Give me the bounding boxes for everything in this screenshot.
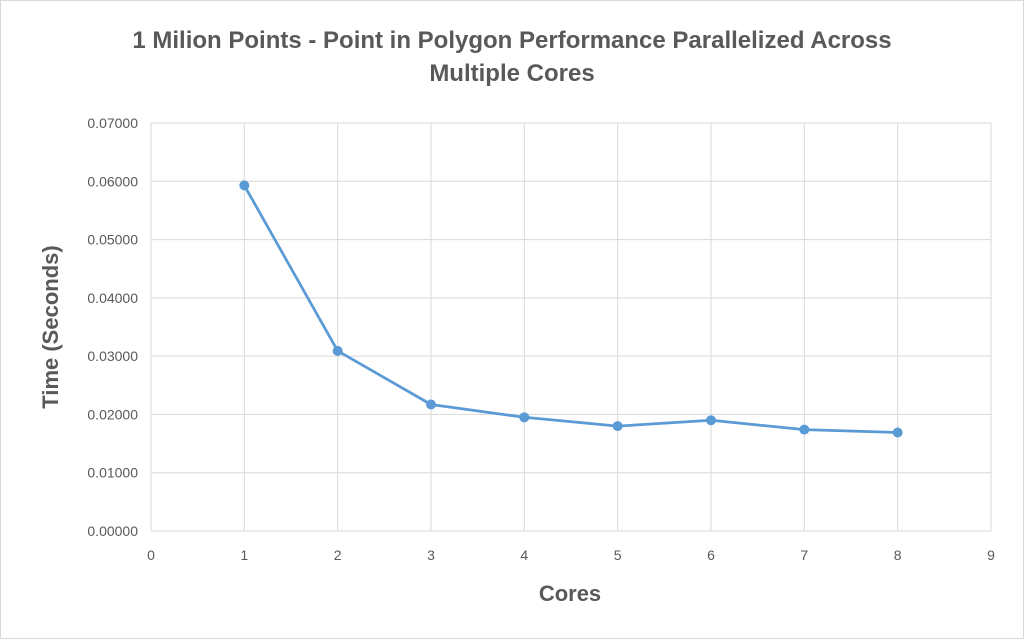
y-tick-label: 0.00000 bbox=[87, 523, 138, 539]
x-tick-label: 5 bbox=[614, 547, 622, 563]
data-point bbox=[612, 421, 623, 432]
data-point bbox=[332, 345, 343, 356]
y-tick-label: 0.02000 bbox=[87, 406, 138, 422]
y-tick-label: 0.04000 bbox=[87, 290, 138, 306]
series-layer bbox=[239, 180, 903, 438]
data-point bbox=[799, 424, 810, 435]
grid-layer bbox=[150, 122, 992, 532]
data-point bbox=[892, 427, 903, 438]
tick-label-layer: 0.00000 0.01000 0.02000 0.03000 0.04000 0.050… bbox=[87, 115, 995, 563]
chart-title-line-2: Multiple Cores bbox=[429, 60, 595, 87]
y-tick-label: 0.06000 bbox=[87, 173, 138, 189]
chart-title: 1 Milion Points - Point in Polygon Perfo… bbox=[0, 24, 1024, 90]
x-tick-label: 3 bbox=[427, 547, 435, 563]
data-point bbox=[426, 399, 436, 410]
y-tick-label: 0.07000 bbox=[87, 115, 138, 131]
x-tick-label: 4 bbox=[520, 547, 528, 563]
x-axis-title: Cores bbox=[539, 581, 601, 606]
y-tick-label: 0.03000 bbox=[87, 348, 138, 364]
y-tick-label: 0.05000 bbox=[87, 232, 138, 248]
data-point bbox=[706, 415, 716, 426]
x-tick-label: 0 bbox=[147, 547, 155, 563]
x-tick-label: 9 bbox=[987, 547, 995, 563]
series-line bbox=[242, 184, 900, 434]
y-tick-label: 0.01000 bbox=[87, 465, 138, 481]
data-point bbox=[519, 412, 530, 423]
chart-title-line-1: 1 Milion Points - Point in Polygon Perfo… bbox=[132, 27, 892, 54]
y-axis-title: Time (Seconds) bbox=[38, 245, 63, 408]
x-tick-label: 1 bbox=[240, 547, 248, 563]
x-tick-label: 2 bbox=[334, 547, 342, 563]
x-tick-label: 8 bbox=[894, 547, 902, 563]
x-tick-label: 6 bbox=[707, 547, 715, 563]
x-tick-label: 7 bbox=[800, 547, 808, 563]
data-point bbox=[239, 180, 250, 191]
